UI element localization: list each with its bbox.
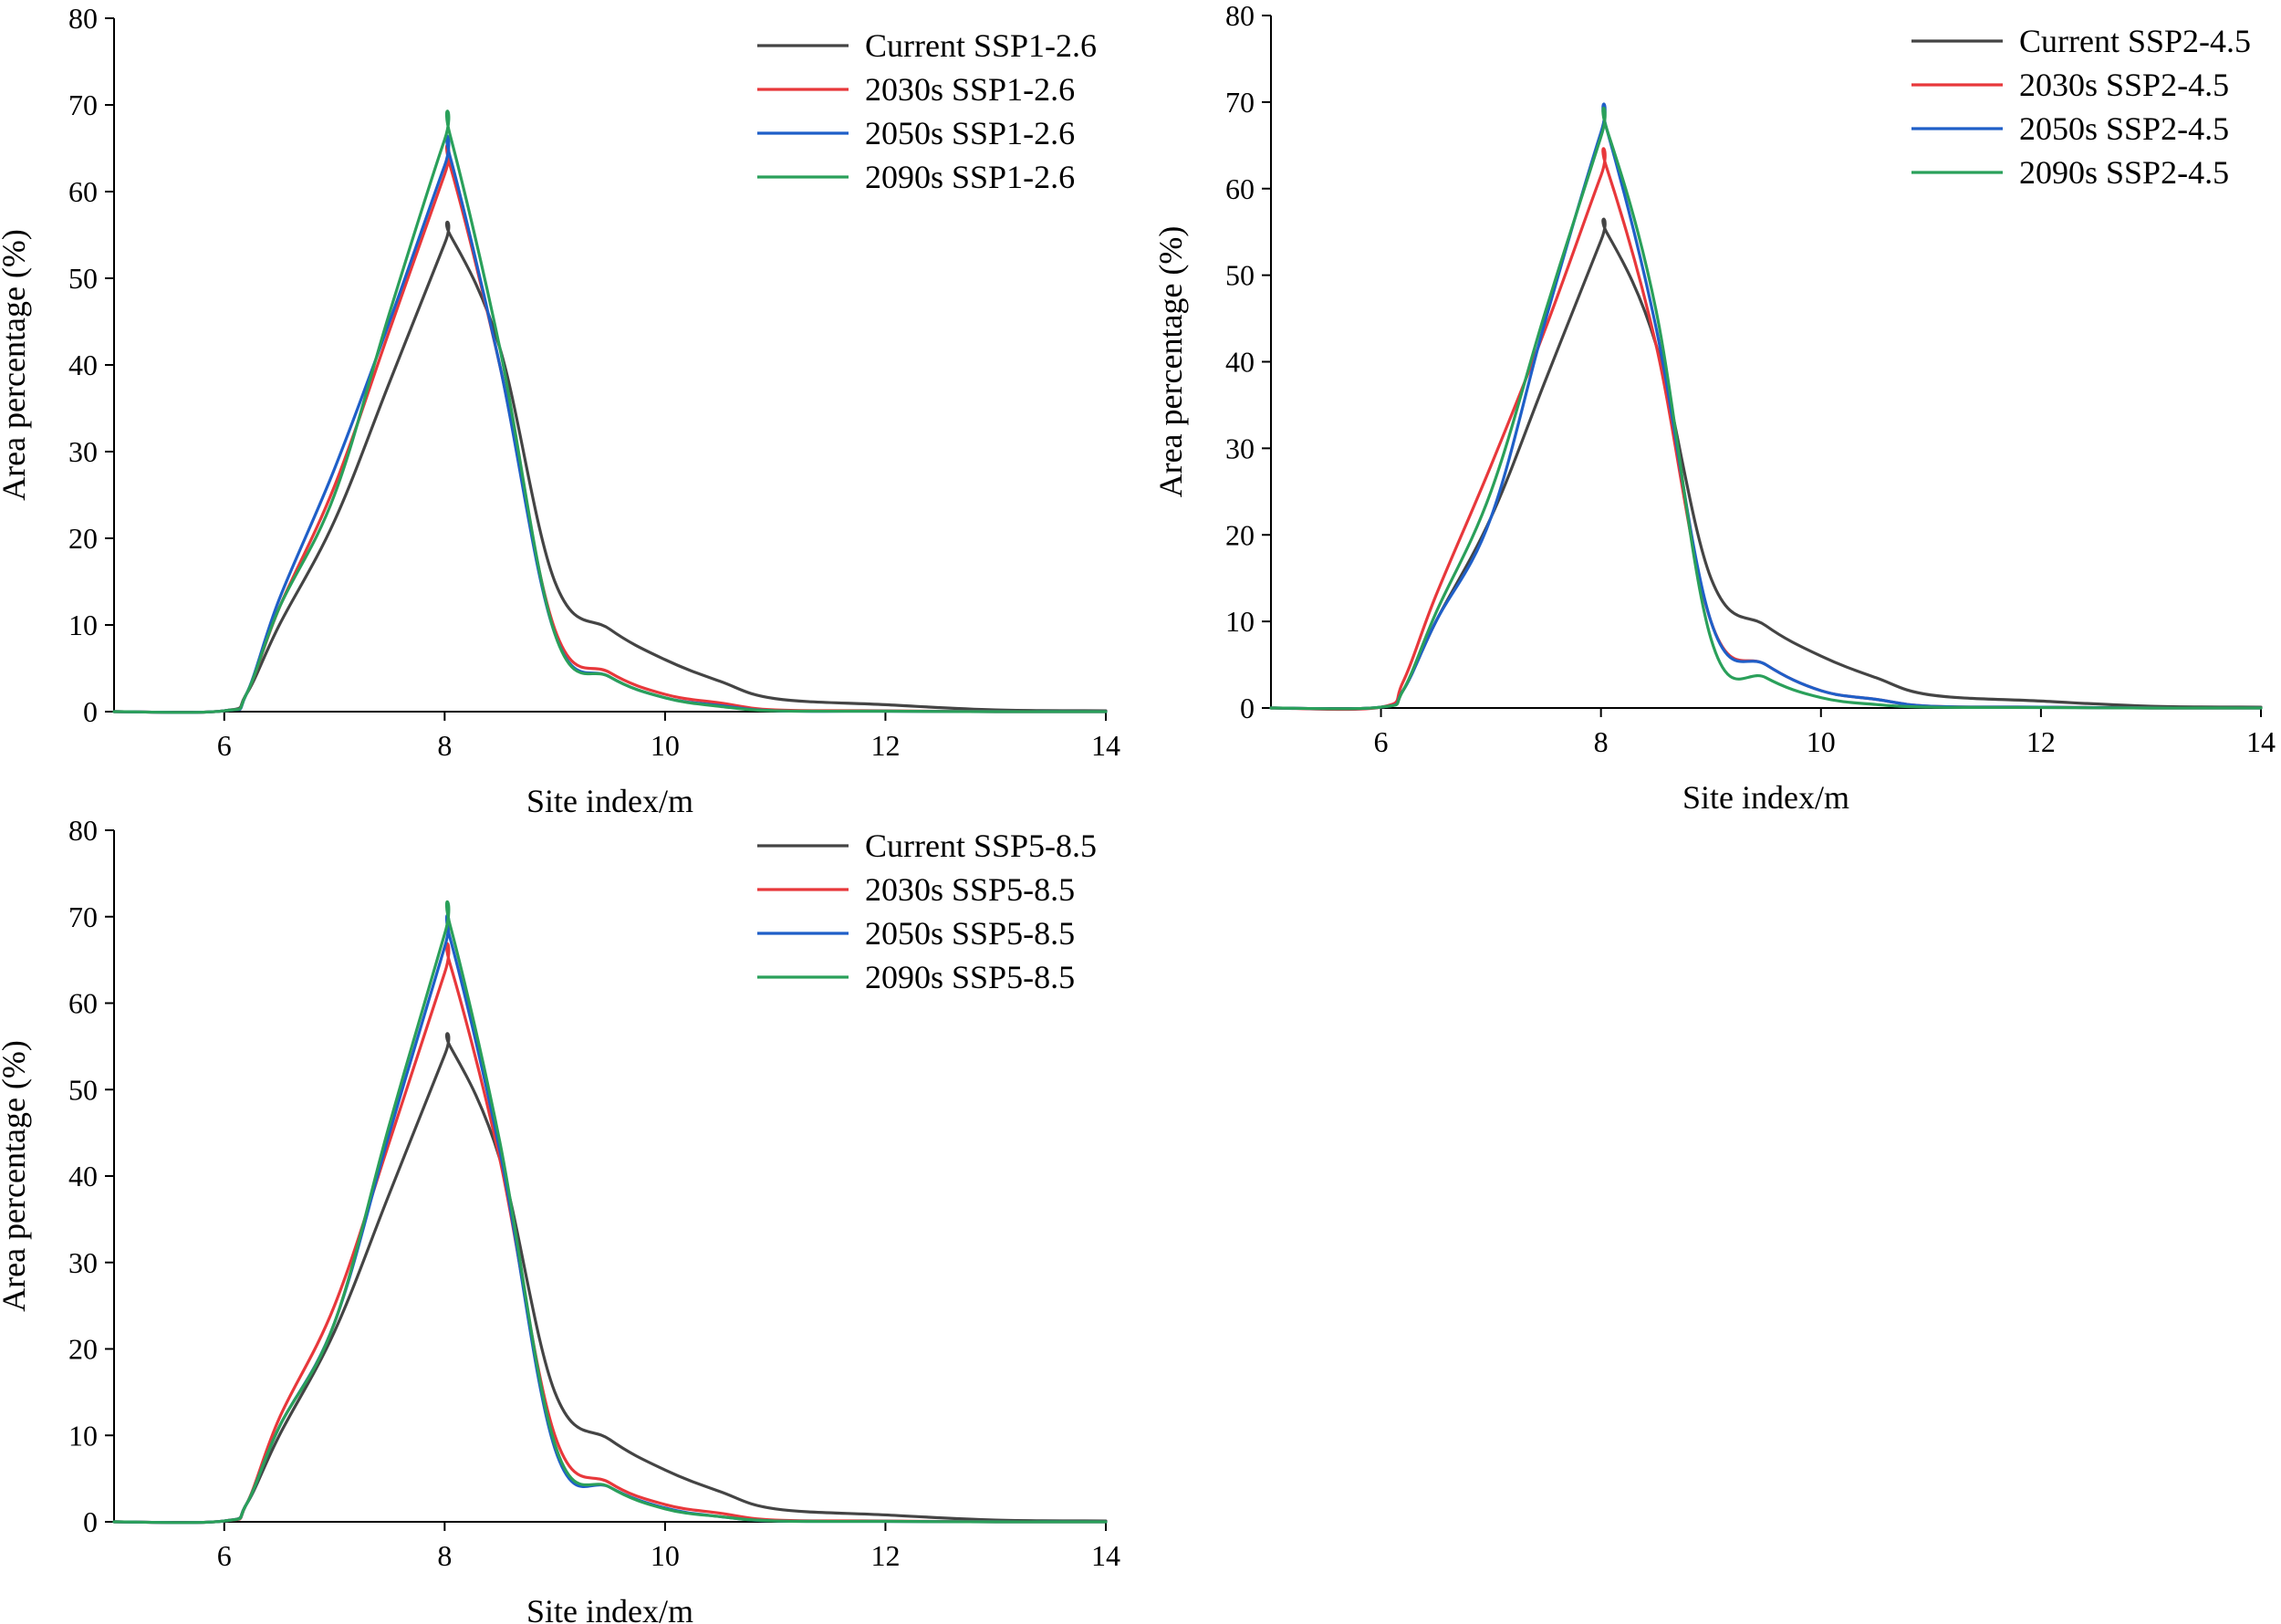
legend-label: 2050s SSP2-4.5 xyxy=(2019,110,2229,147)
x-tick-label: 12 xyxy=(870,1539,900,1572)
x-tick-label: 8 xyxy=(1594,725,1609,758)
chart-panel-ssp2-4-5: 6 8 10 12 14 0 10 20 30 40 50 60 70 80 Site index/m Are… xyxy=(1152,0,2276,816)
legend-label: Current SSP2-4.5 xyxy=(2019,23,2251,59)
y-axis-title: Area percentage (%) xyxy=(1152,226,1189,498)
x-tick-label: 14 xyxy=(2246,725,2276,758)
y-tick-label: 50 xyxy=(1225,259,1255,292)
y-tick-label: 60 xyxy=(1225,172,1255,205)
series-line-1 xyxy=(112,942,1108,1525)
x-axis-title: Site index/m xyxy=(1682,779,1849,816)
legend-label: 2050s SSP5-8.5 xyxy=(865,915,1075,952)
x-axis-title: Site index/m xyxy=(526,1593,693,1624)
series-line-2 xyxy=(112,913,1108,1525)
x-tick-label: 6 xyxy=(217,1539,232,1572)
chart-panel-ssp5-8-5: 6 8 10 12 14 0 10 20 30 40 50 60 70 80 Site index/m Are… xyxy=(0,814,1120,1624)
x-tick-label: 10 xyxy=(651,1539,680,1572)
legend-label: 2090s SSP5-8.5 xyxy=(865,959,1075,995)
y-tick-label: 80 xyxy=(1225,0,1255,32)
legend-label: 2090s SSP1-2.6 xyxy=(865,159,1075,195)
y-tick-label: 80 xyxy=(68,2,98,35)
x-tick-label: 8 xyxy=(437,1539,452,1572)
legend-label: 2090s SSP2-4.5 xyxy=(2019,154,2229,191)
legend-label: 2030s SSP2-4.5 xyxy=(2019,67,2229,103)
x-tick-label: 8 xyxy=(437,729,452,762)
y-tick-label: 10 xyxy=(68,1419,98,1452)
series-line-0 xyxy=(112,1032,1108,1525)
chart-panel-ssp1-2-6: 6 8 10 12 14 0 10 20 30 40 50 60 70 80 Site index/m Are… xyxy=(0,2,1120,819)
y-tick-label: 70 xyxy=(68,88,98,121)
y-tick-label: 80 xyxy=(68,814,98,847)
y-tick-label: 10 xyxy=(1225,605,1255,638)
y-tick-label: 70 xyxy=(1225,86,1255,119)
y-tick-label: 20 xyxy=(1225,518,1255,551)
y-tick-label: 10 xyxy=(68,609,98,641)
x-tick-label: 14 xyxy=(1091,1539,1120,1572)
y-tick-label: 50 xyxy=(68,1073,98,1106)
series-line-3 xyxy=(112,900,1108,1525)
legend-label: 2050s SSP1-2.6 xyxy=(865,115,1075,151)
y-tick-label: 40 xyxy=(1225,346,1255,379)
y-tick-label: 30 xyxy=(68,1246,98,1279)
y-tick-label: 30 xyxy=(1225,432,1255,464)
legend-label: Current SSP1-2.6 xyxy=(865,27,1097,64)
y-tick-label: 0 xyxy=(83,1505,98,1538)
x-tick-label: 12 xyxy=(870,729,900,762)
y-axis-title: Area percentage (%) xyxy=(0,1040,32,1312)
y-tick-label: 0 xyxy=(1240,692,1255,724)
series-line-2 xyxy=(1269,102,2263,711)
legend-label: 2030s SSP5-8.5 xyxy=(865,871,1075,908)
series-line-1 xyxy=(112,143,1108,714)
y-tick-label: 40 xyxy=(68,1160,98,1192)
series-line-3 xyxy=(112,109,1108,714)
y-tick-label: 40 xyxy=(68,349,98,381)
y-tick-label: 50 xyxy=(68,262,98,295)
y-tick-label: 0 xyxy=(83,695,98,728)
x-tick-label: 6 xyxy=(217,729,232,762)
x-tick-label: 10 xyxy=(651,729,680,762)
y-tick-label: 20 xyxy=(68,522,98,555)
y-tick-label: 70 xyxy=(68,900,98,933)
legend-label: Current SSP5-8.5 xyxy=(865,828,1097,864)
series-line-2 xyxy=(112,134,1108,714)
y-tick-label: 60 xyxy=(68,987,98,1020)
x-axis-title: Site index/m xyxy=(526,783,693,819)
series-line-0 xyxy=(112,220,1108,714)
y-tick-label: 60 xyxy=(68,175,98,208)
x-tick-label: 10 xyxy=(1807,725,1836,758)
legend-label: 2030s SSP1-2.6 xyxy=(865,71,1075,108)
y-tick-label: 30 xyxy=(68,435,98,468)
x-tick-label: 14 xyxy=(1091,729,1120,762)
y-tick-label: 20 xyxy=(68,1333,98,1366)
y-axis-title: Area percentage (%) xyxy=(0,229,32,501)
series-line-3 xyxy=(1269,106,2263,711)
x-tick-label: 12 xyxy=(2026,725,2056,758)
x-tick-label: 6 xyxy=(1374,725,1389,758)
